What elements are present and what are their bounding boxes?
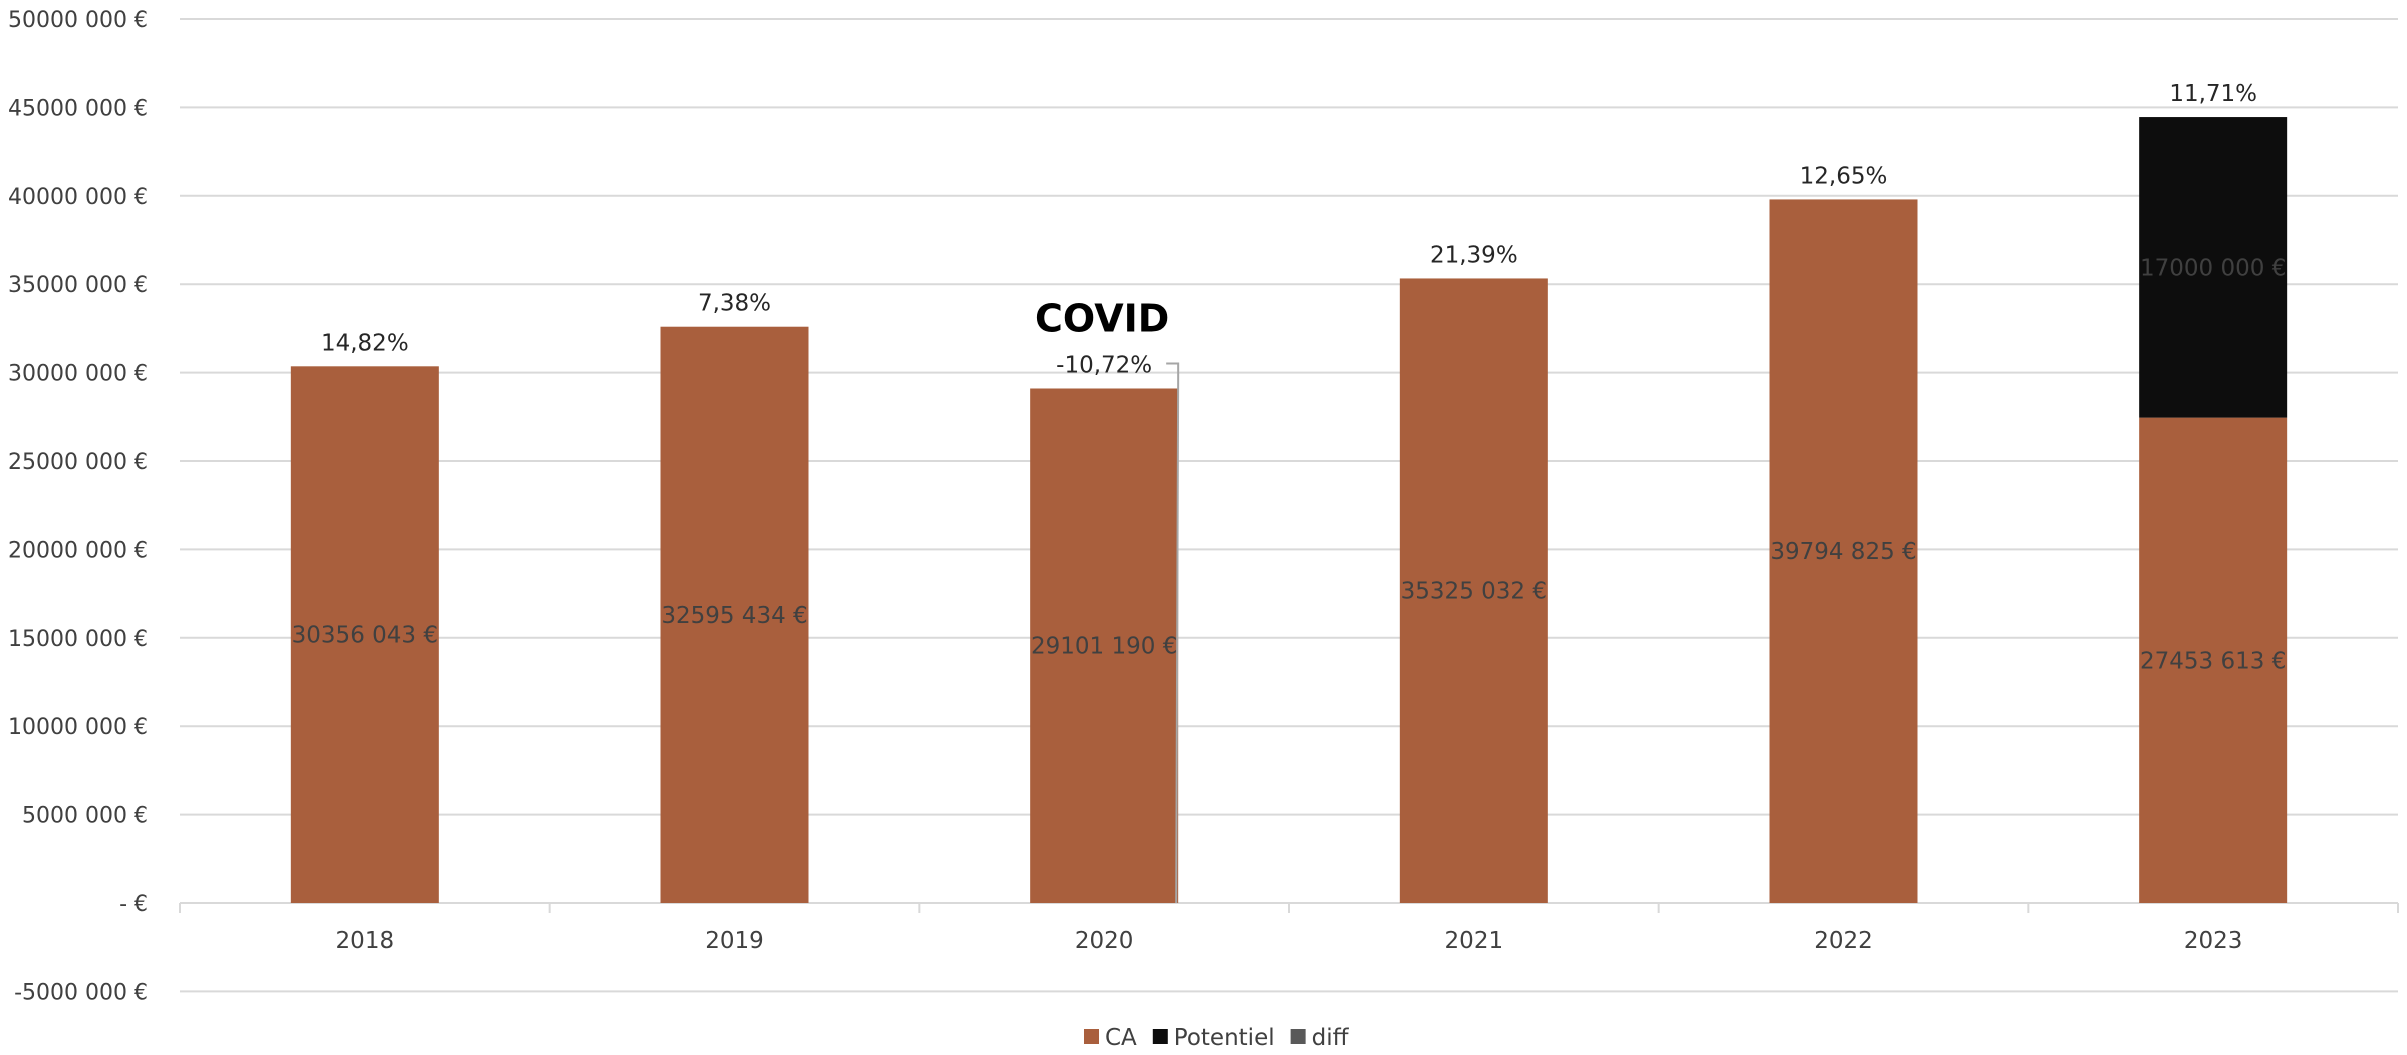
leader-line: [1166, 362, 1180, 904]
legend-label-ca: CA: [1105, 1025, 1137, 1051]
bar-ca-2021: [1399, 278, 1548, 903]
growth-label: 7,38%: [698, 291, 771, 317]
x-tick-label: 2018: [336, 928, 395, 954]
bar-potentiel-2023: [2139, 117, 2288, 418]
y-tick-label: 15000 000 €: [8, 627, 148, 652]
legend-swatch-diff: [1290, 1029, 1306, 1044]
value-label: 27453 613 €: [2140, 648, 2286, 674]
y-tick-label: - €: [119, 892, 148, 917]
growth-label: 12,65%: [1800, 163, 1888, 189]
value-label: 32595 434 €: [661, 603, 807, 629]
value-label: 17000 000 €: [2140, 255, 2286, 281]
y-tick-label: 10000 000 €: [8, 715, 148, 740]
legend-label-potentiel: Potentiel: [1174, 1025, 1275, 1051]
covid-annotation: COVID: [1035, 296, 1169, 340]
bar-ca-2018: [290, 366, 439, 903]
y-tick-label: 25000 000 €: [8, 450, 148, 475]
bar-ca-2023: [2139, 417, 2288, 903]
y-tick-label: 35000 000 €: [8, 273, 148, 298]
x-tick-label: 2021: [1445, 928, 1504, 954]
growth-label: 14,82%: [321, 330, 409, 356]
bar-ca-2020: [1030, 388, 1179, 903]
value-label: 35325 032 €: [1401, 579, 1547, 605]
bar-ca-2019: [660, 326, 809, 903]
x-tick-label: 2022: [1814, 928, 1873, 954]
growth-label: 11,71%: [2169, 81, 2257, 107]
data-labels: 30356 043 € 32595 434 € 29101 190 € 35325 0…: [292, 81, 2286, 904]
x-tick-label: 2019: [705, 928, 764, 954]
gridlines: [180, 18, 2398, 993]
legend-label-diff: diff: [1312, 1025, 1350, 1051]
x-tick-label: 2020: [1075, 928, 1134, 954]
y-tick-label: 30000 000 €: [8, 362, 148, 387]
value-label: 30356 043 €: [292, 623, 438, 649]
value-label: 29101 190 €: [1031, 634, 1177, 660]
y-tick-label: 20000 000 €: [8, 538, 148, 563]
y-tick-label: 5000 000 €: [22, 804, 148, 829]
value-label: 39794 825 €: [1770, 539, 1916, 565]
axes: 50000 000 € 45000 000 € 40000 000 € 35000 0…: [8, 8, 2399, 1005]
bar-ca-2022: [1769, 199, 1918, 903]
bars: [290, 117, 2288, 903]
legend-swatch-ca: [1084, 1029, 1099, 1044]
legend-swatch-potentiel: [1152, 1029, 1168, 1044]
y-tick-label: 45000 000 €: [8, 96, 148, 121]
y-tick-label: 50000 000 €: [8, 8, 148, 33]
x-tick-label: 2023: [2184, 928, 2243, 954]
y-tick-label: -5000 000 €: [14, 980, 148, 1005]
y-tick-label: 40000 000 €: [8, 185, 148, 210]
growth-label: 21,39%: [1430, 242, 1518, 268]
growth-label: -10,72%: [1056, 352, 1152, 378]
legend: CA Potentiel diff: [1084, 1025, 1350, 1051]
